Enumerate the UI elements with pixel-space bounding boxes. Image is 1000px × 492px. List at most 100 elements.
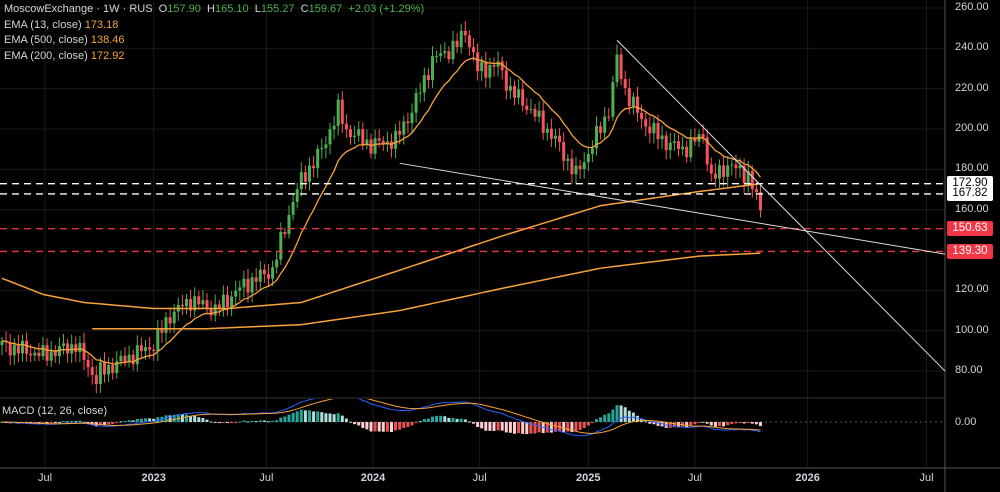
candle-body <box>209 308 213 316</box>
candle-body <box>619 54 623 80</box>
candle-body <box>168 317 172 324</box>
macd-histogram-bar <box>472 422 475 424</box>
macd-histogram-bar <box>525 422 529 435</box>
macd-histogram-bar <box>303 410 307 422</box>
macd-label[interactable]: MACD (12, 26, close) <box>2 405 108 417</box>
candle-body <box>705 137 709 165</box>
macd-histogram-bar <box>148 418 152 422</box>
macd-histogram-bar <box>279 417 283 422</box>
candle-body <box>193 296 197 311</box>
macd-histogram-bar <box>656 422 660 426</box>
candle-body <box>467 35 471 48</box>
candle-body <box>295 189 299 202</box>
candle-body <box>275 259 279 268</box>
macd-histogram-bar <box>746 422 750 423</box>
macd-histogram-bar <box>402 422 406 428</box>
macd-histogram-bar <box>357 422 361 426</box>
candle-body <box>504 70 508 91</box>
candle-body <box>180 304 184 307</box>
candle-body <box>119 355 123 362</box>
candle-body <box>66 343 70 354</box>
macd-histogram-bar <box>41 422 45 423</box>
macd-histogram-bar <box>213 421 217 423</box>
candle-body <box>299 172 303 190</box>
candle-body <box>12 344 16 356</box>
candle-body <box>726 165 730 177</box>
candle-body <box>246 278 250 293</box>
macd-histogram-bar <box>250 420 254 422</box>
candle-body <box>365 139 369 145</box>
macd-histogram-bar <box>312 411 316 422</box>
candle-body <box>267 274 270 279</box>
indicator-label: EMA (500, close) <box>4 34 88 46</box>
macd-histogram-bar <box>230 422 234 423</box>
candle-body <box>672 141 676 143</box>
macd-histogram-bar <box>398 422 402 430</box>
candle-body <box>562 142 566 161</box>
macd-line <box>1 399 761 437</box>
macd-histogram-bar <box>648 422 652 424</box>
candle-body <box>693 137 697 142</box>
open-label: O <box>158 3 168 15</box>
candle-body <box>131 354 135 365</box>
macd-histogram-bar <box>349 421 352 423</box>
candle-body <box>607 116 611 118</box>
macd-histogram-bar <box>697 422 701 423</box>
macd-histogram-bar <box>340 415 344 422</box>
macd-histogram-bar <box>139 418 143 422</box>
candle-body <box>636 96 639 113</box>
candle-body <box>447 51 451 60</box>
candle-body <box>582 162 586 170</box>
candle-body <box>414 93 418 113</box>
macd-histogram-bar <box>447 417 451 422</box>
candle-body <box>648 126 652 134</box>
indicator-ema200[interactable]: EMA (200, close) 172.92 <box>4 49 424 65</box>
candle-body <box>603 116 607 133</box>
candle-body <box>226 294 229 307</box>
macd-histogram-bar <box>242 420 246 422</box>
macd-histogram-bar <box>529 422 533 434</box>
candle-body <box>262 269 266 275</box>
high-label: H <box>207 3 215 15</box>
macd-histogram-bar <box>611 409 615 422</box>
candle-body <box>197 296 201 305</box>
candle-body <box>37 352 41 357</box>
indicator-ema500[interactable]: EMA (500, close) 138.46 <box>4 33 424 49</box>
macd-histogram-bar <box>537 422 541 433</box>
candle-body <box>644 119 648 127</box>
indicator-value: 173.18 <box>84 18 119 31</box>
low-label: L <box>254 3 261 15</box>
macd-histogram-bar <box>246 421 250 423</box>
candle-body <box>554 135 557 139</box>
candle-body <box>8 342 12 356</box>
candle-body <box>513 86 516 98</box>
candle-body <box>545 128 549 133</box>
candle-body <box>135 345 139 365</box>
candle-body <box>709 164 713 174</box>
indicator-ema13[interactable]: EMA (13, close) 173.18 <box>4 18 424 34</box>
macd-histogram-bar <box>582 422 586 428</box>
macd-histogram-bar <box>554 422 557 432</box>
macd-histogram-bar <box>103 422 106 426</box>
candle-body <box>152 349 156 352</box>
candle-body <box>316 148 320 169</box>
macd-histogram-bar <box>439 415 443 422</box>
symbol-title[interactable]: MoscowExchange · 1W · RUS <box>4 3 153 15</box>
macd-histogram-bar <box>152 418 156 422</box>
macd-histogram-bar <box>623 407 627 422</box>
indicator-label: EMA (13, close) <box>4 18 82 31</box>
candle-body <box>33 352 37 356</box>
macd-histogram-bar <box>365 422 369 430</box>
candle-body <box>418 92 422 94</box>
macd-histogram-bar <box>205 419 209 422</box>
macd-histogram-bar <box>328 413 332 422</box>
macd-histogram-bar <box>86 422 90 424</box>
signal-line <box>1 399 761 434</box>
candle-body <box>476 52 480 72</box>
price-tick-label: 120.00 <box>955 283 989 296</box>
ema200-line <box>1 182 761 310</box>
candle-body <box>488 65 492 78</box>
macd-histogram-bar <box>254 421 258 423</box>
macd-histogram-bar <box>619 405 623 422</box>
